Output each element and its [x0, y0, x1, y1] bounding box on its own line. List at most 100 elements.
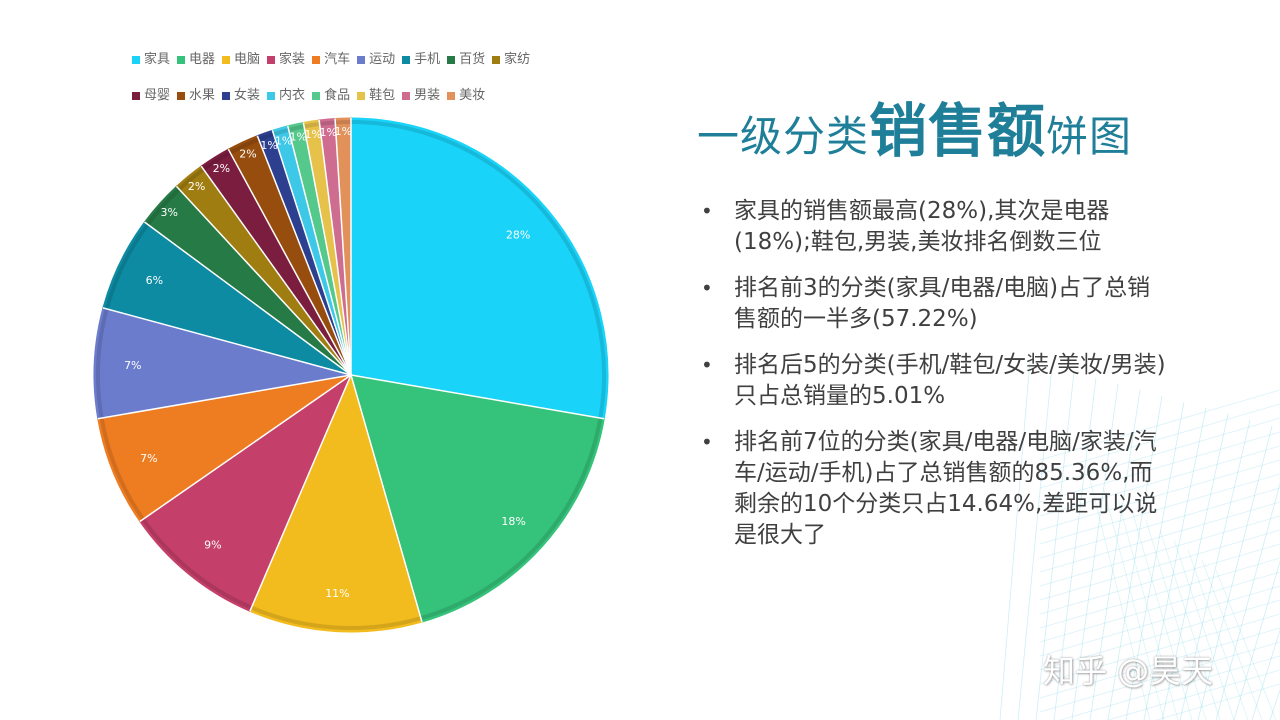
- pie-slice-separator: [200, 165, 352, 376]
- decor-line: [1131, 509, 1193, 720]
- pie-data-label: 2%: [239, 148, 256, 161]
- pie-data-label: 1%: [335, 125, 352, 138]
- pie-slice-rim: [303, 121, 320, 129]
- legend-swatch: [402, 56, 411, 64]
- decor-line: [1159, 529, 1221, 720]
- bullet-text: 家具的销售额最高(28%),其次是电器(18%);鞋包,男装,美妆排名倒数三位: [734, 198, 1110, 255]
- pie-data-label: 7%: [140, 452, 157, 465]
- legend-item: 母婴: [132, 86, 170, 106]
- decor-line: [1155, 683, 1280, 720]
- decor-line: [1039, 403, 1280, 475]
- legend-swatch: [177, 92, 186, 100]
- legend-label: 男装: [414, 88, 441, 103]
- decor-line: [1039, 417, 1280, 489]
- decor-line: [1039, 459, 1280, 531]
- legend-swatch: [312, 92, 321, 100]
- pie-data-label: 11%: [325, 587, 349, 600]
- decor-line: [1179, 419, 1251, 720]
- legend-item: 手机: [402, 50, 440, 70]
- decor-line: [1125, 401, 1185, 720]
- bullet-text: 排名前7位的分类(家具/电器/电脑/家装/汽车/运动/手机)占了总销售额的85.…: [734, 429, 1158, 548]
- pie-slice: [350, 374, 605, 623]
- decor-line: [1089, 389, 1141, 720]
- legend-label: 手机: [414, 52, 441, 67]
- decor-line: [1039, 529, 1280, 601]
- legend-item: 鞋包: [357, 86, 395, 106]
- legend-item: 女装: [222, 86, 260, 106]
- title-part-2: 销售额: [869, 97, 1047, 165]
- decor-line: [1039, 641, 1280, 713]
- pie-data-label: 1%: [304, 128, 321, 141]
- bullet-icon: •: [701, 430, 713, 454]
- pie-data-label: 1%: [290, 131, 307, 144]
- pie-data-label: 9%: [204, 538, 221, 551]
- decor-line: [1053, 377, 1097, 720]
- legend-swatch: [132, 92, 140, 100]
- pie-slice-rim: [141, 518, 253, 610]
- legend-item: 内衣: [267, 86, 305, 106]
- legend-item: 电器: [177, 50, 215, 70]
- legend-item: 电脑: [222, 50, 260, 70]
- legend-item: 男装: [402, 86, 440, 106]
- legend-label: 水果: [189, 88, 216, 103]
- pie-data-label: 2%: [188, 180, 205, 193]
- pie-slice-rim: [96, 308, 109, 419]
- pie-data-label: 2%: [213, 162, 230, 175]
- pie-data-label: 28%: [506, 228, 530, 241]
- legend-label: 家装: [279, 52, 306, 67]
- pie-data-label: 1%: [275, 134, 292, 147]
- pie-slice-rim: [250, 605, 422, 630]
- pie-slice: [93, 307, 352, 420]
- pie-slice-rim: [420, 417, 603, 621]
- decor-line: [1039, 543, 1280, 615]
- decor-line: [1197, 425, 1273, 720]
- decor-line: [1107, 395, 1163, 720]
- legend-label: 汽车: [324, 52, 351, 67]
- decor-line: [1145, 519, 1207, 720]
- bullet-text: 排名后5的分类(手机/鞋包/女装/美妆/男装)只占总销量的5.01%: [734, 352, 1166, 409]
- legend-swatch: [447, 56, 456, 64]
- legend-swatch: [222, 56, 231, 64]
- pie-slice-rim: [99, 417, 145, 521]
- watermark: 知乎 @昊天: [1043, 652, 1214, 690]
- pie-slice-separator: [249, 374, 352, 612]
- decor-line: [1039, 613, 1280, 685]
- legend-label: 电脑: [234, 52, 261, 67]
- bullet-icon: •: [701, 353, 713, 377]
- legend-item: 美妆: [447, 86, 485, 106]
- decor-line: [1117, 499, 1179, 720]
- legend-swatch: [132, 56, 140, 64]
- decor-line: [999, 359, 1031, 720]
- pie-data-label: 1%: [320, 126, 337, 139]
- legend-swatch: [357, 56, 366, 64]
- decor-line: [1059, 655, 1280, 720]
- pie-slice-separator: [286, 125, 352, 376]
- legend-label: 电器: [189, 52, 216, 67]
- bullet-points: • 家具的销售额最高(28%),其次是电器(18%);鞋包,男装,美妆排名倒数三位…: [698, 196, 1173, 566]
- legend-item: 家纺: [492, 50, 530, 70]
- pie-slice: [350, 117, 609, 420]
- legend-item: 家具: [132, 50, 170, 70]
- legend-label: 家具: [144, 52, 171, 67]
- pie-slice-separator: [227, 148, 352, 376]
- bullet-text: 排名前3的分类(家具/电器/电脑)占了总销售额的一半多(57.22%): [734, 275, 1151, 332]
- legend-label: 女装: [234, 88, 261, 103]
- title-part-1: 一级分类: [697, 112, 870, 161]
- pie-slice-separator: [334, 118, 352, 376]
- pie-data-label: 18%: [501, 515, 525, 528]
- decor-line: [1215, 482, 1280, 720]
- decor-line: [1039, 501, 1280, 573]
- legend-label: 百货: [459, 52, 486, 67]
- pie-data-label: 1%: [260, 139, 277, 152]
- pie-slice-separator: [175, 185, 352, 376]
- decor-line: [1089, 479, 1151, 720]
- legend-item: 百货: [447, 50, 485, 70]
- legend-label: 美妆: [459, 88, 486, 103]
- bullet-icon: •: [701, 199, 713, 223]
- decor-line: [1039, 431, 1280, 503]
- legend-swatch: [267, 56, 276, 64]
- slide-title: 一级分类销售额饼图: [697, 84, 1132, 168]
- legend-swatch: [447, 92, 456, 100]
